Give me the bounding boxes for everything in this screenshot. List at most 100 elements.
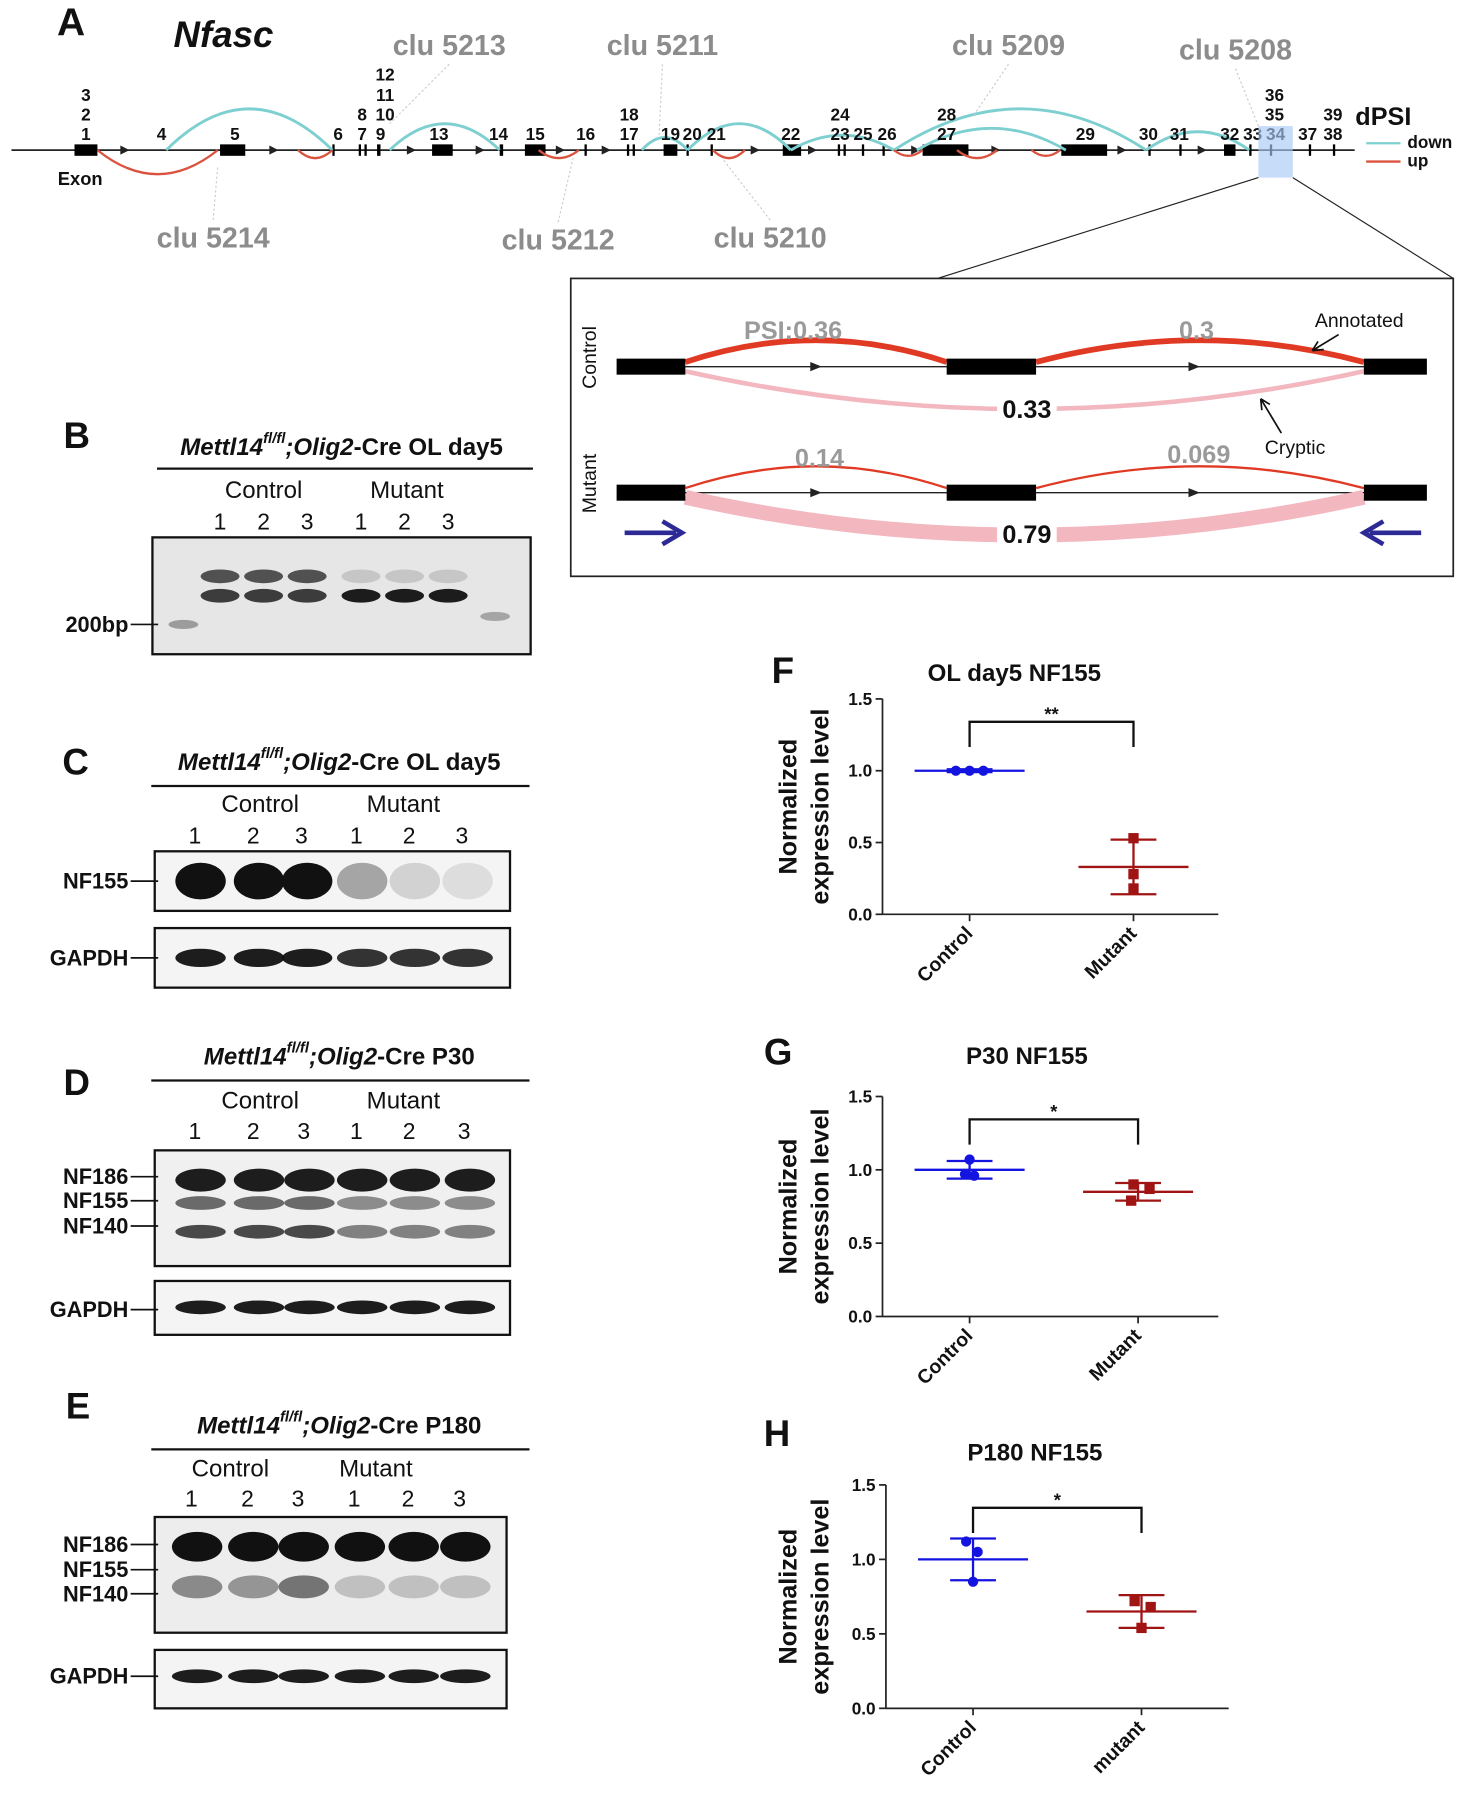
group-label: Mutant (339, 1455, 413, 1482)
blot-band (233, 1168, 285, 1192)
blot-band (175, 1168, 226, 1192)
exon-block (710, 144, 713, 156)
band-marker: GAPDH (50, 945, 129, 970)
blot-band (444, 1168, 496, 1192)
data-point (964, 1154, 975, 1165)
exon-block (220, 144, 246, 156)
annotated-junction (685, 465, 948, 490)
annotated-junction (1035, 465, 1365, 490)
blot-band (278, 1669, 329, 1684)
strand-arrow (601, 145, 611, 155)
legend-label: down (1407, 132, 1452, 152)
exon-number: 29 (1076, 124, 1095, 144)
blot-title-part: Mettl14 (180, 433, 263, 460)
exon-block (922, 144, 969, 156)
junction-arc-up (96, 149, 219, 176)
cluster-label: clu 5208 (1179, 34, 1292, 66)
blot-title-part: -Cre OL day5 (351, 748, 500, 775)
junction-arc-up (537, 149, 580, 160)
exon-number: 20 (683, 124, 702, 144)
significance-bracket (971, 1506, 1143, 1534)
blot-band (284, 1224, 335, 1239)
blot-band (341, 569, 381, 584)
cryptic-psi: 0.33 (1002, 396, 1051, 424)
panel-letter: F (772, 650, 794, 691)
panel-letter: G (764, 1031, 793, 1072)
exon-number: 18 (620, 105, 640, 125)
exon-number: 5 (230, 124, 240, 144)
exon-number: 1 (81, 124, 91, 144)
lane-number: 3 (442, 508, 455, 534)
panel-letter: D (64, 1062, 90, 1103)
lane-number: 3 (292, 1486, 305, 1512)
data-point (972, 1546, 983, 1558)
band-marker: GAPDH (50, 1664, 129, 1689)
psi-label-bg (997, 521, 1057, 549)
y-tick-label: 0.0 (848, 904, 872, 924)
blot-title-part: fl/fl (261, 746, 284, 762)
exon-number: 3 (81, 85, 91, 105)
blot-band (385, 588, 425, 603)
blot-title-part: fl/fl (263, 431, 286, 447)
exon-number: 10 (376, 105, 395, 125)
group-label: Mutant (370, 477, 444, 504)
y-axis-label: Normalized (775, 739, 803, 875)
exon-number: 23 (831, 124, 850, 144)
exon-number: 12 (376, 64, 395, 84)
exon-number: 35 (1265, 105, 1285, 125)
blot-band (389, 1168, 441, 1192)
panel-letter: A (57, 1, 85, 44)
exon-block (1224, 144, 1236, 156)
annotated-psi: 0.3 (1179, 317, 1214, 345)
data-point (1129, 1595, 1140, 1607)
y-axis-label: expression level (807, 1108, 835, 1304)
blot-band (287, 588, 327, 603)
blot-title-part: Mettl14 (197, 1412, 280, 1439)
blot-band (334, 1575, 386, 1599)
lane-number: 1 (355, 508, 368, 534)
lane-number: 1 (348, 1486, 361, 1512)
exon-number: 7 (357, 124, 367, 144)
strand-arrow (120, 145, 130, 155)
cryptic-label: Cryptic (1265, 437, 1326, 459)
group-label: Mutant (367, 791, 441, 818)
exon-number: 32 (1220, 124, 1239, 144)
exon-block (584, 144, 587, 156)
strand-arrow (810, 488, 822, 498)
blot-band (336, 862, 388, 900)
lane-number: 3 (455, 822, 468, 848)
lane-number: 2 (402, 1486, 415, 1512)
band-marker: NF155 (63, 1557, 128, 1582)
blot-band (200, 569, 240, 584)
x-tick-label: Control (913, 1325, 978, 1389)
blot-band (389, 862, 441, 900)
exon-number: 17 (620, 124, 639, 144)
blot-band (442, 948, 493, 968)
blot-title-part: ;Olig2 (283, 748, 352, 775)
junction-arc-down (640, 136, 689, 152)
blot-band (389, 1196, 441, 1210)
exon-block (1061, 144, 1108, 156)
group-label: Control (221, 1088, 299, 1115)
exon-block (1332, 144, 1336, 156)
y-axis-label: Normalized (775, 1139, 803, 1275)
exon-block (364, 144, 367, 156)
blot-title: Mettl14fl/fl;Olig2-Cre P180 (197, 1409, 481, 1438)
data-point (959, 1169, 971, 1180)
blot-band (336, 1196, 388, 1210)
annotated-psi: 0.069 (1167, 441, 1230, 469)
annotated-psi: 0.14 (795, 444, 844, 472)
strand-arrow (1188, 488, 1200, 498)
significance-label: * (1050, 1101, 1058, 1122)
lane-number: 1 (185, 1486, 198, 1512)
zoom-line (937, 177, 1259, 279)
inset-exon (616, 358, 686, 375)
exon-number: 30 (1139, 124, 1158, 144)
blot-band (428, 588, 468, 603)
psi-label-bg (997, 396, 1057, 424)
group-label: Control (192, 1455, 270, 1482)
ladder-band (480, 611, 511, 622)
y-axis-label: Normalized (775, 1529, 803, 1665)
junction-arc-up (712, 149, 746, 160)
exon-number: 31 (1170, 124, 1190, 144)
